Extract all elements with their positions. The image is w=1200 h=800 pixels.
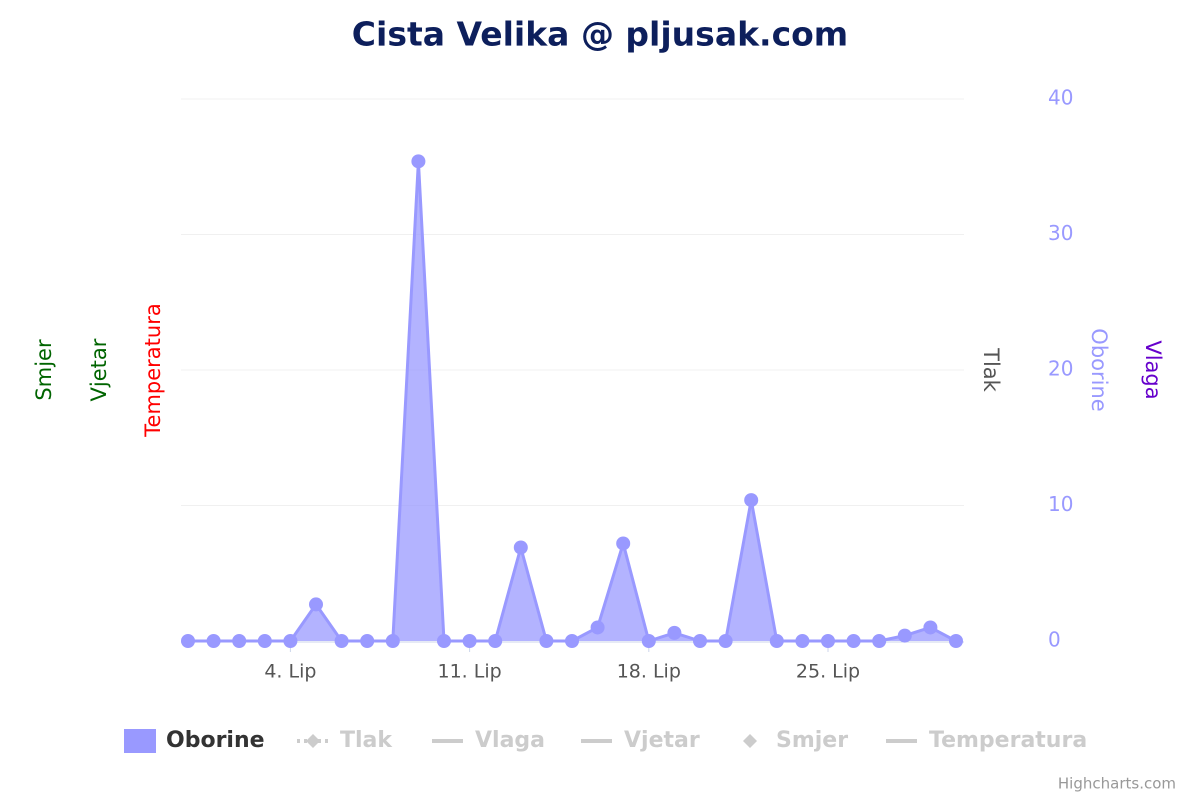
y-tick-label: 40	[1048, 86, 1073, 110]
legend-item[interactable]: Tlak	[297, 728, 393, 753]
legend-symbol	[306, 734, 320, 748]
data-point	[181, 634, 195, 648]
chart-title: Cista Velika @ pljusak.com	[352, 15, 848, 54]
data-point	[821, 634, 835, 648]
data-point	[283, 634, 298, 648]
data-point	[641, 634, 656, 648]
legend-item[interactable]: Temperatura	[886, 728, 1087, 753]
legend-item[interactable]: Oborine	[124, 728, 265, 753]
axis-title: Smjer	[32, 339, 56, 401]
data-point	[846, 634, 861, 648]
data-point	[872, 634, 887, 648]
data-point	[488, 634, 503, 648]
y-tick-label: 10	[1048, 492, 1073, 516]
legend-item[interactable]: Smjer	[743, 728, 848, 753]
data-point	[616, 536, 631, 551]
data-point	[590, 620, 605, 635]
legend-item[interactable]: Vjetar	[581, 728, 700, 753]
data-point	[769, 634, 784, 648]
data-point	[667, 625, 682, 640]
data-point	[795, 634, 810, 648]
legend-label: Oborine	[166, 728, 265, 753]
data-point	[565, 634, 579, 648]
data-point	[257, 634, 272, 648]
y-tick-label: 0	[1048, 628, 1061, 652]
data-point	[693, 634, 707, 648]
legend-symbol	[743, 734, 757, 748]
legend-label: Vlaga	[475, 728, 545, 753]
x-tick-label: 25. Lip	[796, 661, 860, 683]
x-tick-label: 4. Lip	[264, 661, 316, 683]
data-point	[232, 634, 247, 648]
data-point	[949, 634, 963, 648]
data-point	[923, 620, 938, 635]
axis-title: Oborine	[1087, 328, 1111, 411]
data-point	[539, 634, 554, 648]
x-tick-label: 11. Lip	[438, 661, 502, 683]
legend-label: Tlak	[340, 728, 393, 753]
legend-item[interactable]: Vlaga	[432, 728, 545, 753]
data-point	[437, 634, 451, 648]
axis-title: Vjetar	[87, 338, 111, 401]
legend-symbol	[124, 729, 156, 753]
legend-label: Smjer	[776, 728, 848, 753]
area-fill	[188, 161, 956, 641]
legend-label: Vjetar	[624, 728, 700, 753]
data-point	[897, 628, 912, 643]
credits[interactable]: Highcharts.com	[1058, 775, 1176, 793]
area-line	[188, 159, 957, 643]
axis-title: Vlaga	[1141, 340, 1165, 399]
x-tick-label: 18. Lip	[617, 661, 681, 683]
data-point	[744, 493, 759, 508]
data-point	[206, 634, 221, 648]
y-tick-label: 30	[1048, 221, 1073, 245]
data-point	[513, 540, 528, 555]
data-point	[360, 634, 375, 648]
axis-title: Tlak	[979, 347, 1003, 393]
data-point	[309, 597, 323, 612]
data-point	[718, 634, 733, 648]
legend-label: Temperatura	[929, 728, 1087, 753]
axis-title: Temperatura	[141, 303, 165, 437]
data-point	[334, 634, 349, 648]
data-point	[385, 634, 400, 648]
y-tick-label: 20	[1048, 357, 1073, 381]
data-point	[411, 154, 426, 169]
data-point	[462, 634, 477, 648]
